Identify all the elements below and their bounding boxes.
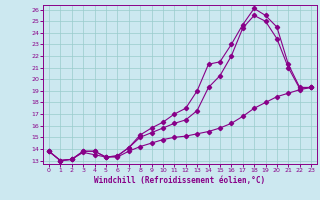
X-axis label: Windchill (Refroidissement éolien,°C): Windchill (Refroidissement éolien,°C) [94,176,266,185]
